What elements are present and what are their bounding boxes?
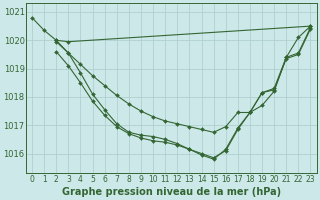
X-axis label: Graphe pression niveau de la mer (hPa): Graphe pression niveau de la mer (hPa) bbox=[62, 187, 281, 197]
